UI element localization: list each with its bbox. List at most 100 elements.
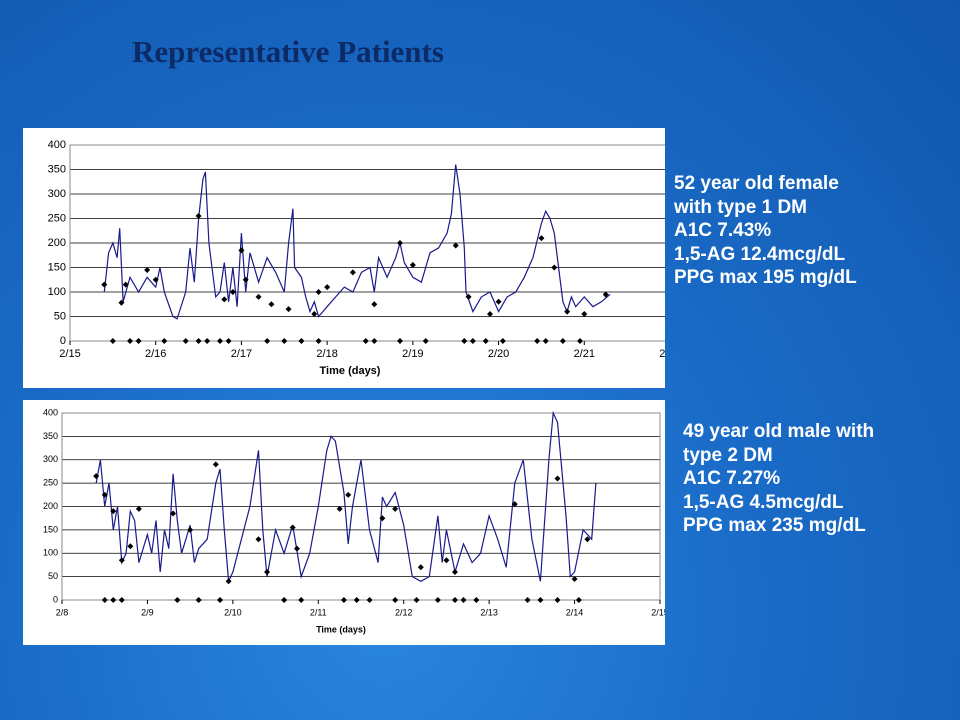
reading-marker: [452, 242, 459, 249]
x-tick-label: 2/8: [56, 607, 69, 617]
reading-marker: [195, 213, 202, 220]
reading-marker: [174, 597, 181, 603]
reading-marker: [110, 508, 117, 515]
reading-marker: [397, 338, 403, 344]
x-tick-label: 2/16: [145, 348, 166, 360]
reading-marker: [238, 247, 245, 254]
reading-marker: [161, 338, 168, 344]
reading-marker: [413, 597, 420, 603]
reading-marker: [118, 597, 125, 603]
reading-marker: [315, 289, 322, 295]
y-tick-label: 350: [43, 431, 58, 441]
reading-marker: [379, 515, 386, 522]
reading-marker: [451, 568, 458, 575]
reading-marker: [362, 338, 369, 344]
reading-marker: [298, 338, 305, 344]
reading-marker: [524, 597, 531, 603]
reading-marker: [538, 235, 545, 242]
y-tick-label: 350: [48, 163, 66, 175]
x-tick-label: 2/15: [59, 348, 80, 360]
reading-marker: [554, 597, 561, 603]
reading-marker: [255, 293, 262, 300]
reading-marker: [371, 338, 378, 344]
reading-marker: [409, 262, 416, 269]
reading-marker: [559, 338, 566, 344]
reading-marker: [487, 311, 493, 318]
y-tick-label: 250: [48, 212, 66, 224]
reading-marker: [469, 338, 476, 344]
chart-panel: 0 50 100 150 200 250 300 350 400 2/8 2/9 2/10 2/11 2/…: [23, 400, 665, 645]
reading-marker: [264, 568, 271, 575]
reading-marker: [152, 276, 159, 283]
plot-border: [69, 144, 665, 342]
y-tick-label: 150: [48, 261, 66, 273]
y-tick-label: 200: [43, 501, 58, 511]
x-tick-label: 2/15: [651, 607, 665, 617]
reading-marker: [542, 338, 549, 344]
reading-marker: [118, 299, 125, 306]
reading-marker: [443, 557, 450, 564]
reading-marker: [242, 276, 249, 283]
x-tick-label: 2/19: [402, 348, 423, 360]
glucose-trace: [95, 410, 597, 584]
reading-marker: [110, 597, 117, 603]
reading-marker: [118, 557, 125, 564]
reading-marker: [575, 597, 582, 603]
reading-marker: [495, 298, 502, 305]
x-tick-label: 2/21: [574, 348, 595, 360]
reading-marker: [584, 536, 591, 543]
reading-marker: [465, 293, 472, 300]
reading-marker: [499, 338, 506, 344]
patient-info: 49 year old male with type 2 DM A1C 7.27% 1…: [683, 420, 874, 538]
reading-marker: [345, 491, 352, 498]
x-tick-label: 2/17: [231, 348, 252, 360]
reading-marker: [371, 301, 378, 308]
reading-marker: [212, 461, 219, 468]
reading-marker: [109, 338, 116, 344]
y-tick-label: 0: [53, 594, 58, 604]
info-line: A1C 7.27%: [683, 468, 781, 489]
reading-marker: [581, 311, 588, 318]
info-line: PPG max 235 mg/dL: [683, 515, 866, 536]
reading-marker: [602, 291, 609, 298]
reading-marker: [195, 338, 202, 344]
slide-title: Representative Patients: [132, 34, 444, 69]
reading-marker: [289, 524, 296, 531]
info-line: A1C 7.43%: [674, 220, 772, 241]
x-tick-label: 2/13: [480, 607, 498, 617]
reading-marker: [135, 505, 142, 512]
reading-marker: [204, 338, 211, 344]
y-tick-label: 150: [43, 524, 58, 534]
reading-marker: [311, 311, 318, 318]
reading-marker: [422, 338, 429, 344]
reading-marker: [324, 284, 331, 291]
plot-border: [61, 412, 661, 601]
reading-marker: [135, 338, 142, 344]
x-tick-label: 2/14: [566, 607, 584, 617]
x-tick-label: 2/12: [395, 607, 413, 617]
info-line: 52 year old female: [674, 173, 839, 194]
reading-marker: [564, 308, 571, 315]
reading-marker: [349, 269, 356, 276]
reading-marker: [534, 338, 541, 344]
reading-marker: [255, 536, 262, 543]
y-tick-label: 100: [43, 548, 58, 558]
y-tick-label: 300: [48, 188, 66, 200]
reading-marker: [101, 491, 108, 498]
reading-marker: [127, 543, 134, 550]
reading-marker: [397, 240, 403, 246]
patient-info: 52 year old female with type 1 DM A1C 7.43…: [674, 172, 857, 290]
reading-marker: [195, 597, 202, 603]
reading-marker: [127, 338, 133, 344]
reading-marker: [571, 575, 578, 582]
reading-marker: [473, 597, 480, 603]
reading-marker: [366, 597, 373, 603]
reading-marker: [187, 526, 194, 533]
reading-marker: [417, 564, 424, 571]
x-tick-label: 2/20: [488, 348, 509, 360]
reading-marker: [268, 301, 275, 308]
reading-marker: [537, 597, 544, 603]
info-line: 1,5-AG 12.4mcg/dL: [674, 243, 846, 265]
reading-marker: [101, 281, 108, 288]
